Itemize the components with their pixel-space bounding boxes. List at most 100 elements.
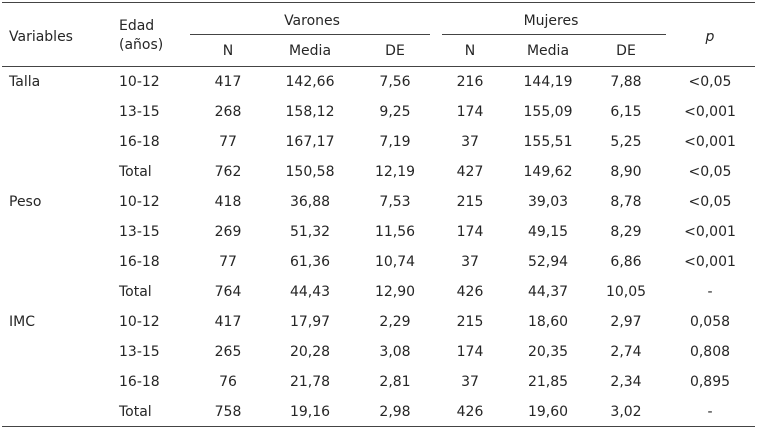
- cell-mujeres-media: 155,09: [523, 104, 573, 120]
- cell-edad: Total: [119, 164, 152, 180]
- cell-mujeres-de: 2,74: [610, 344, 642, 360]
- cell-mujeres-de: 8,90: [610, 164, 642, 180]
- cell-variable: Peso: [9, 194, 42, 210]
- cell-p-value: 0,895: [689, 374, 731, 390]
- cell-varones-media: 158,12: [285, 104, 335, 120]
- cell-mujeres-n: 426: [456, 404, 484, 420]
- cell-varones-n: 268: [214, 104, 242, 120]
- cell-mujeres-media: 20,35: [527, 344, 569, 360]
- cell-edad: 13-15: [119, 224, 160, 240]
- header-p-value: p: [705, 29, 715, 45]
- header-variables: Variables: [9, 29, 73, 45]
- cell-varones-de: 2,98: [379, 404, 411, 420]
- cell-mujeres-media: 155,51: [523, 134, 573, 150]
- cell-varones-n: 764: [214, 284, 242, 300]
- cell-varones-de: 2,81: [379, 374, 411, 390]
- cell-edad: 16-18: [119, 374, 160, 390]
- cell-varones-n: 269: [214, 224, 242, 240]
- cell-variable: IMC: [9, 314, 35, 330]
- header-group-varones: Varones: [284, 13, 340, 29]
- cell-p-value: <0,001: [684, 224, 736, 240]
- cell-varones-de: 7,53: [379, 194, 411, 210]
- cell-varones-n: 762: [214, 164, 242, 180]
- cell-varones-media: 17,97: [289, 314, 331, 330]
- cell-varones-de: 2,29: [379, 314, 411, 330]
- cell-edad: Total: [119, 284, 152, 300]
- mujeres-underline: [442, 34, 666, 35]
- cell-mujeres-de: 7,88: [610, 74, 642, 90]
- cell-varones-n: 265: [214, 344, 242, 360]
- cell-mujeres-media: 18,60: [527, 314, 569, 330]
- cell-varones-de: 11,56: [374, 224, 416, 240]
- header-bottom-rule: [2, 66, 755, 67]
- cell-mujeres-de: 6,86: [610, 254, 642, 270]
- cell-mujeres-media: 149,62: [523, 164, 573, 180]
- cell-mujeres-de: 8,78: [610, 194, 642, 210]
- cell-varones-de: 12,19: [374, 164, 416, 180]
- cell-mujeres-media: 39,03: [527, 194, 569, 210]
- cell-varones-n: 417: [214, 314, 242, 330]
- cell-mujeres-media: 52,94: [527, 254, 569, 270]
- cell-mujeres-n: 215: [456, 194, 484, 210]
- header-varones-de: DE: [385, 43, 405, 59]
- header-mujeres-n: N: [464, 43, 476, 59]
- cell-mujeres-media: 44,37: [527, 284, 569, 300]
- cell-edad: 10-12: [119, 194, 160, 210]
- cell-p-value: -: [707, 284, 713, 300]
- header-mujeres-media: Media: [526, 43, 570, 59]
- cell-mujeres-de: 2,34: [610, 374, 642, 390]
- cell-p-value: <0,001: [684, 254, 736, 270]
- cell-varones-media: 36,88: [289, 194, 331, 210]
- cell-variable: Talla: [9, 74, 41, 90]
- cell-mujeres-n: 37: [461, 134, 479, 150]
- cell-edad: 16-18: [119, 134, 160, 150]
- cell-varones-n: 417: [214, 74, 242, 90]
- cell-varones-de: 3,08: [379, 344, 411, 360]
- header-group-mujeres: Mujeres: [523, 13, 579, 29]
- cell-varones-media: 61,36: [289, 254, 331, 270]
- cell-edad: 10-12: [119, 74, 160, 90]
- cell-mujeres-media: 21,85: [527, 374, 569, 390]
- cell-varones-de: 10,74: [374, 254, 416, 270]
- cell-mujeres-n: 216: [456, 74, 484, 90]
- cell-p-value: 0,058: [689, 314, 731, 330]
- cell-varones-n: 76: [219, 374, 237, 390]
- cell-mujeres-n: 37: [461, 374, 479, 390]
- bottom-rule: [2, 426, 755, 427]
- cell-mujeres-n: 426: [456, 284, 484, 300]
- cell-varones-n: 418: [214, 194, 242, 210]
- cell-varones-media: 44,43: [289, 284, 331, 300]
- cell-mujeres-de: 8,29: [610, 224, 642, 240]
- cell-mujeres-n: 427: [456, 164, 484, 180]
- cell-mujeres-de: 6,15: [610, 104, 642, 120]
- cell-mujeres-de: 3,02: [610, 404, 642, 420]
- cell-mujeres-de: 10,05: [605, 284, 647, 300]
- cell-varones-de: 9,25: [379, 104, 411, 120]
- cell-mujeres-de: 2,97: [610, 314, 642, 330]
- header-varones-media: Media: [288, 43, 332, 59]
- header-mujeres-de: DE: [616, 43, 636, 59]
- cell-p-value: <0,05: [688, 194, 732, 210]
- cell-edad: Total: [119, 404, 152, 420]
- cell-edad: 13-15: [119, 344, 160, 360]
- cell-p-value: <0,05: [688, 74, 732, 90]
- cell-varones-de: 12,90: [374, 284, 416, 300]
- header-edad-unit: (años): [119, 37, 164, 53]
- cell-p-value: 0,808: [689, 344, 731, 360]
- varones-underline: [190, 34, 430, 35]
- cell-edad: 13-15: [119, 104, 160, 120]
- header-varones-n: N: [222, 43, 234, 59]
- cell-p-value: <0,05: [688, 164, 732, 180]
- cell-varones-n: 758: [214, 404, 242, 420]
- cell-p-value: <0,001: [684, 104, 736, 120]
- cell-varones-media: 51,32: [289, 224, 331, 240]
- cell-varones-media: 19,16: [289, 404, 331, 420]
- cell-mujeres-n: 215: [456, 314, 484, 330]
- cell-varones-media: 167,17: [285, 134, 335, 150]
- cell-mujeres-n: 174: [456, 104, 484, 120]
- cell-p-value: -: [707, 404, 713, 420]
- cell-varones-n: 77: [219, 254, 237, 270]
- cell-mujeres-n: 37: [461, 254, 479, 270]
- cell-varones-media: 21,78: [289, 374, 331, 390]
